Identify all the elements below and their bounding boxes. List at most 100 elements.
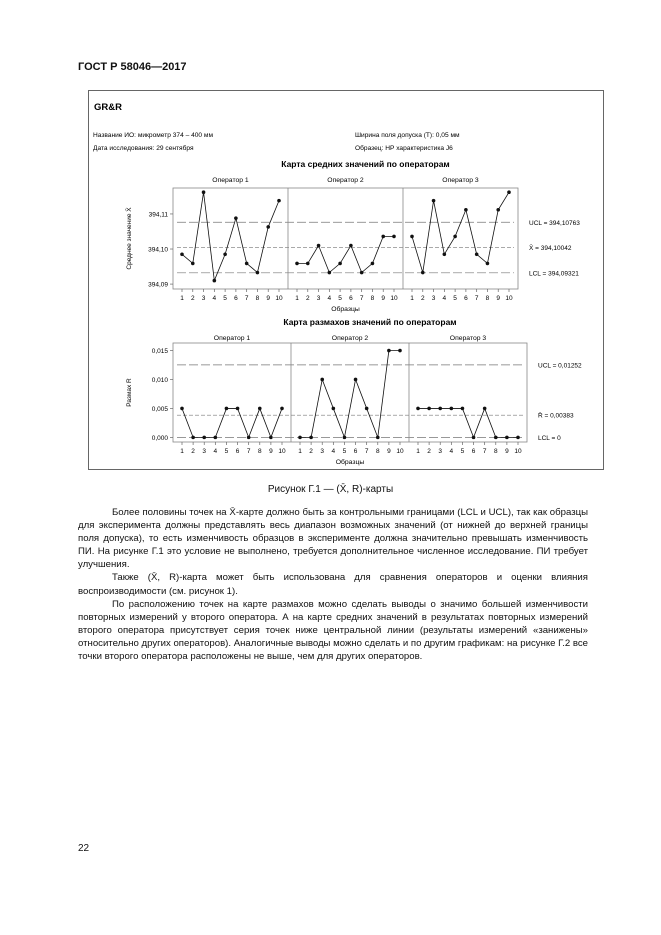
data-point xyxy=(298,435,302,440)
series-line xyxy=(300,350,400,439)
data-point xyxy=(392,234,396,239)
x-tick-label: 2 xyxy=(309,448,313,455)
data-point xyxy=(370,261,375,266)
series-line xyxy=(411,191,510,273)
x-tick-label: 1 xyxy=(180,448,184,455)
data-point xyxy=(438,406,443,411)
data-point xyxy=(224,406,229,411)
y-tick-label: 394,09 xyxy=(148,282,168,289)
x-tick-label: 3 xyxy=(438,448,442,455)
data-point xyxy=(280,406,284,411)
x-tick-label: 2 xyxy=(191,448,195,455)
x-tick-label: 6 xyxy=(236,448,240,455)
control-line-label: UCL = 394,10763 xyxy=(529,220,580,227)
x-tick-label: 8 xyxy=(371,295,375,302)
data-point xyxy=(359,270,364,275)
x-tick-label: 7 xyxy=(245,295,249,302)
x-tick-label: 5 xyxy=(225,448,229,455)
x-tick-label: 10 xyxy=(514,448,522,455)
panel-label: Оператор 2 xyxy=(327,177,364,184)
control-line-label: X̄ = 394,10042 xyxy=(529,244,572,252)
data-point xyxy=(305,261,310,266)
data-point xyxy=(234,216,238,220)
data-point xyxy=(496,207,501,212)
x-tick-label: 2 xyxy=(191,295,195,302)
x-tick-label: 5 xyxy=(223,295,227,302)
data-point xyxy=(381,234,386,239)
y-tick-label: 0,015 xyxy=(152,348,169,355)
x-tick-label: 8 xyxy=(256,295,260,302)
tolerance-width: Ширина поля допуска (T): 0,05 мм xyxy=(355,132,460,139)
x-tick-label: 7 xyxy=(475,295,479,302)
x-tick-label: 1 xyxy=(298,448,302,455)
x-tick-label: 9 xyxy=(269,448,273,455)
x-tick-label: 1 xyxy=(180,295,184,302)
sample-name: Образец: НР характеристика J6 xyxy=(355,144,453,152)
x-tick-label: 8 xyxy=(486,295,490,302)
data-point xyxy=(364,406,369,411)
x-tick-label: 4 xyxy=(213,295,217,302)
data-point xyxy=(420,270,425,275)
x-tick-label: 10 xyxy=(278,448,286,455)
control-line-label: LCL = 394,09321 xyxy=(529,270,579,277)
data-point xyxy=(244,261,249,266)
data-point xyxy=(316,243,321,248)
data-point xyxy=(269,435,273,440)
control-line-label: R̄ = 0,00383 xyxy=(538,412,574,420)
data-point xyxy=(427,406,431,411)
data-point xyxy=(212,278,217,283)
x-tick-label: 3 xyxy=(202,295,206,302)
paragraph: Также (X̄, R)-карта может быть использов… xyxy=(78,572,588,597)
data-point xyxy=(375,435,380,440)
x-tick-label: 7 xyxy=(483,448,487,455)
x-tick-label: 2 xyxy=(306,295,310,302)
x-tick-label: 7 xyxy=(365,448,369,455)
data-point xyxy=(266,225,271,229)
x-axis-label: Образцы xyxy=(331,305,360,313)
page-number: 22 xyxy=(78,843,90,854)
instrument-name: Название ИО: микрометр 374 – 400 мм xyxy=(93,132,213,139)
x-tick-label: 1 xyxy=(416,448,420,455)
data-point xyxy=(201,190,206,195)
x-tick-label: 6 xyxy=(354,448,358,455)
data-point xyxy=(482,406,487,411)
x-tick-label: 9 xyxy=(266,295,270,302)
x-tick-label: 4 xyxy=(214,448,218,455)
series-line xyxy=(181,192,280,283)
x-tick-label: 10 xyxy=(505,295,513,302)
data-point xyxy=(246,435,251,440)
panel-label: Оператор 3 xyxy=(450,335,487,342)
data-point xyxy=(431,198,436,203)
x-tick-label: 10 xyxy=(390,295,398,302)
paragraph: По расположению точек на карте размахов … xyxy=(78,598,588,663)
data-point xyxy=(410,234,414,239)
data-point xyxy=(223,252,227,257)
y-tick-label: 394,11 xyxy=(149,211,169,218)
x-tick-label: 7 xyxy=(360,295,364,302)
x-tick-label: 6 xyxy=(472,448,476,455)
y-axis-label: Среднее значение X̄ xyxy=(125,207,133,270)
panel-label: Оператор 2 xyxy=(332,335,369,342)
data-point xyxy=(342,435,347,440)
control-charts: GR&R Название ИО: микрометр 374 – 400 мм… xyxy=(93,102,582,466)
data-point xyxy=(257,406,262,411)
y-axis-label: Размах R xyxy=(126,378,133,407)
x-tick-label: 10 xyxy=(396,448,404,455)
data-point xyxy=(464,207,468,212)
data-point xyxy=(235,406,240,411)
x-tick-label: 2 xyxy=(427,448,431,455)
series-line xyxy=(181,407,283,439)
x-tick-label: 3 xyxy=(317,295,321,302)
x-tick-label: 5 xyxy=(343,448,347,455)
standard-header: ГОСТ Р 58046—2017 xyxy=(78,61,187,73)
data-point xyxy=(398,348,402,353)
figure-caption: Рисунок Г.1 — (X̄, R)-карты xyxy=(267,484,394,495)
data-point xyxy=(190,261,195,266)
x-tick-label: 9 xyxy=(496,295,500,302)
x-tick-label: 5 xyxy=(453,295,457,302)
y-tick-label: 0,005 xyxy=(152,406,169,413)
panel-label: Оператор 1 xyxy=(214,335,251,342)
x-tick-label: 10 xyxy=(275,295,283,302)
data-point xyxy=(474,252,479,257)
